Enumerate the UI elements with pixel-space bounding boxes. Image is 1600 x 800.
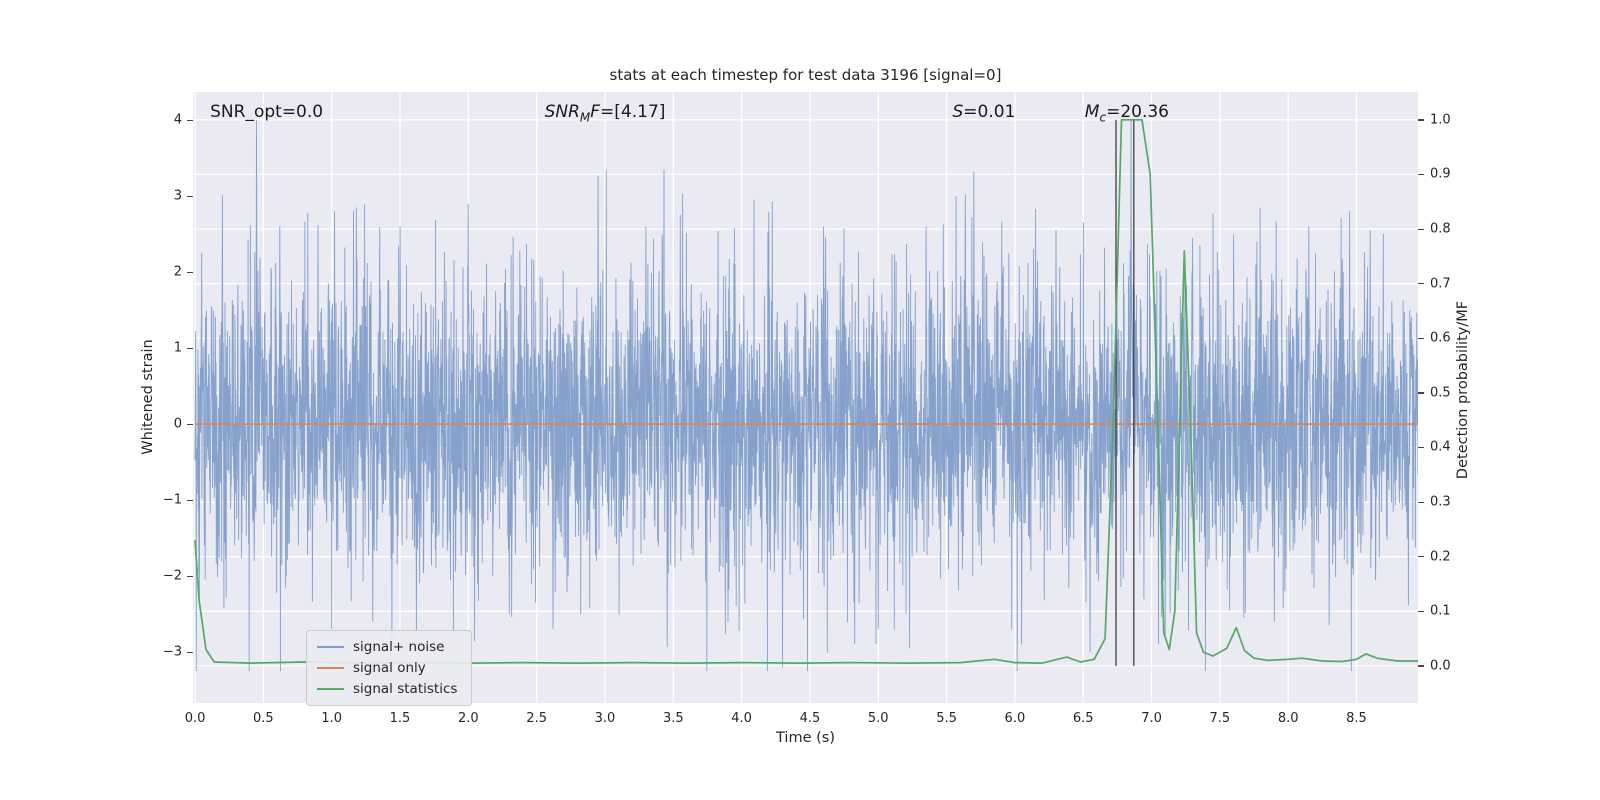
y-tick-mark-left — [187, 423, 193, 425]
left-axis-label: Whitened strain — [140, 339, 156, 455]
x-tick-label: 7.0 — [1141, 711, 1162, 726]
legend-item: signal only — [317, 660, 457, 676]
x-axis-label: Time (s) — [776, 730, 835, 746]
x-tick-label: 4.5 — [799, 711, 821, 726]
y-tick-label-right: 0.2 — [1430, 549, 1451, 565]
y-tick-mark-left — [187, 575, 193, 577]
chart-title: stats at each timestep for test data 319… — [609, 66, 1002, 84]
x-tick-label: 6.5 — [1072, 711, 1094, 726]
y-tick-label-left: 3 — [173, 188, 182, 204]
x-tick-label: 1.0 — [321, 711, 343, 726]
y-tick-label-right: 0.6 — [1430, 330, 1451, 346]
legend-line-swatch — [317, 646, 344, 648]
y-tick-label-right: 0.1 — [1430, 603, 1451, 619]
y-tick-mark-left — [187, 119, 193, 121]
y-tick-mark-right — [1418, 337, 1424, 339]
chart-canvas — [193, 92, 1418, 703]
y-tick-mark-right — [1418, 392, 1424, 394]
y-tick-label-right: 0.8 — [1430, 221, 1451, 237]
legend-label: signal only — [353, 660, 426, 676]
x-tick-label: 8.0 — [1277, 711, 1299, 726]
legend-label: signal+ noise — [353, 639, 445, 655]
y-tick-mark-left — [187, 271, 193, 273]
plot-area: SNR_opt=0.0 SNRMF=[4.17] S=0.01 Mc=20.36 si… — [193, 92, 1418, 706]
x-tick-label: 4.0 — [731, 711, 752, 726]
y-tick-label-left: −3 — [162, 644, 182, 660]
signal-plus-noise-line — [194, 120, 1418, 672]
legend-item: signal+ noise — [317, 639, 457, 655]
legend-line-swatch — [317, 688, 344, 690]
legend-line-swatch — [317, 667, 344, 669]
x-tick-label: 6.0 — [1004, 711, 1026, 726]
legend: signal+ noise signal only signal statistic… — [306, 630, 473, 706]
x-tick-label: 5.5 — [936, 711, 957, 726]
y-tick-mark-left — [187, 195, 193, 197]
y-tick-label-left: 2 — [173, 264, 182, 280]
x-tick-label: 5.0 — [867, 711, 889, 726]
y-tick-mark-right — [1418, 501, 1424, 503]
x-tick-label: 7.5 — [1209, 711, 1231, 726]
x-tick-label: 1.5 — [389, 711, 411, 726]
y-tick-mark-right — [1418, 173, 1424, 176]
right-axis-label: Detection probability/MF — [1455, 300, 1471, 480]
y-tick-mark-left — [187, 651, 193, 653]
y-tick-label-right: 0.5 — [1430, 385, 1451, 401]
x-tick-label: 3.0 — [594, 711, 616, 726]
y-tick-label-right: 0.7 — [1430, 276, 1451, 292]
y-tick-label-left: 0 — [173, 416, 182, 432]
y-tick-label-left: 1 — [173, 340, 182, 356]
signal-statistics-line — [194, 118, 1418, 664]
x-tick-label: 3.5 — [662, 711, 684, 726]
y-tick-mark-left — [187, 499, 193, 501]
y-tick-label-right: 0.3 — [1430, 494, 1451, 510]
y-tick-mark-right — [1418, 283, 1424, 285]
y-tick-label-left: −2 — [162, 568, 182, 584]
legend-item: signal statistics — [317, 681, 457, 697]
x-tick-label: 8.5 — [1346, 711, 1367, 726]
y-tick-label-right: 0.4 — [1430, 439, 1451, 455]
y-tick-label-right: 0.0 — [1430, 658, 1451, 674]
y-tick-mark-right — [1418, 446, 1424, 449]
x-tick-label: 0.0 — [184, 711, 206, 726]
y-tick-label-left: −1 — [162, 492, 182, 508]
y-tick-label-right: 0.9 — [1430, 166, 1451, 182]
y-tick-mark-right — [1418, 119, 1424, 121]
y-tick-label-left: 4 — [173, 112, 182, 128]
x-tick-label: 2.0 — [457, 711, 479, 726]
legend-label: signal statistics — [353, 681, 458, 697]
y-tick-mark-right — [1418, 610, 1424, 612]
y-tick-mark-right — [1418, 556, 1424, 558]
y-tick-label-right: 1.0 — [1430, 112, 1451, 128]
y-tick-mark-right — [1418, 665, 1424, 667]
y-tick-mark-right — [1418, 228, 1424, 230]
x-tick-label: 0.5 — [253, 711, 274, 726]
x-tick-label: 2.5 — [526, 711, 547, 726]
y-tick-mark-left — [187, 347, 193, 349]
